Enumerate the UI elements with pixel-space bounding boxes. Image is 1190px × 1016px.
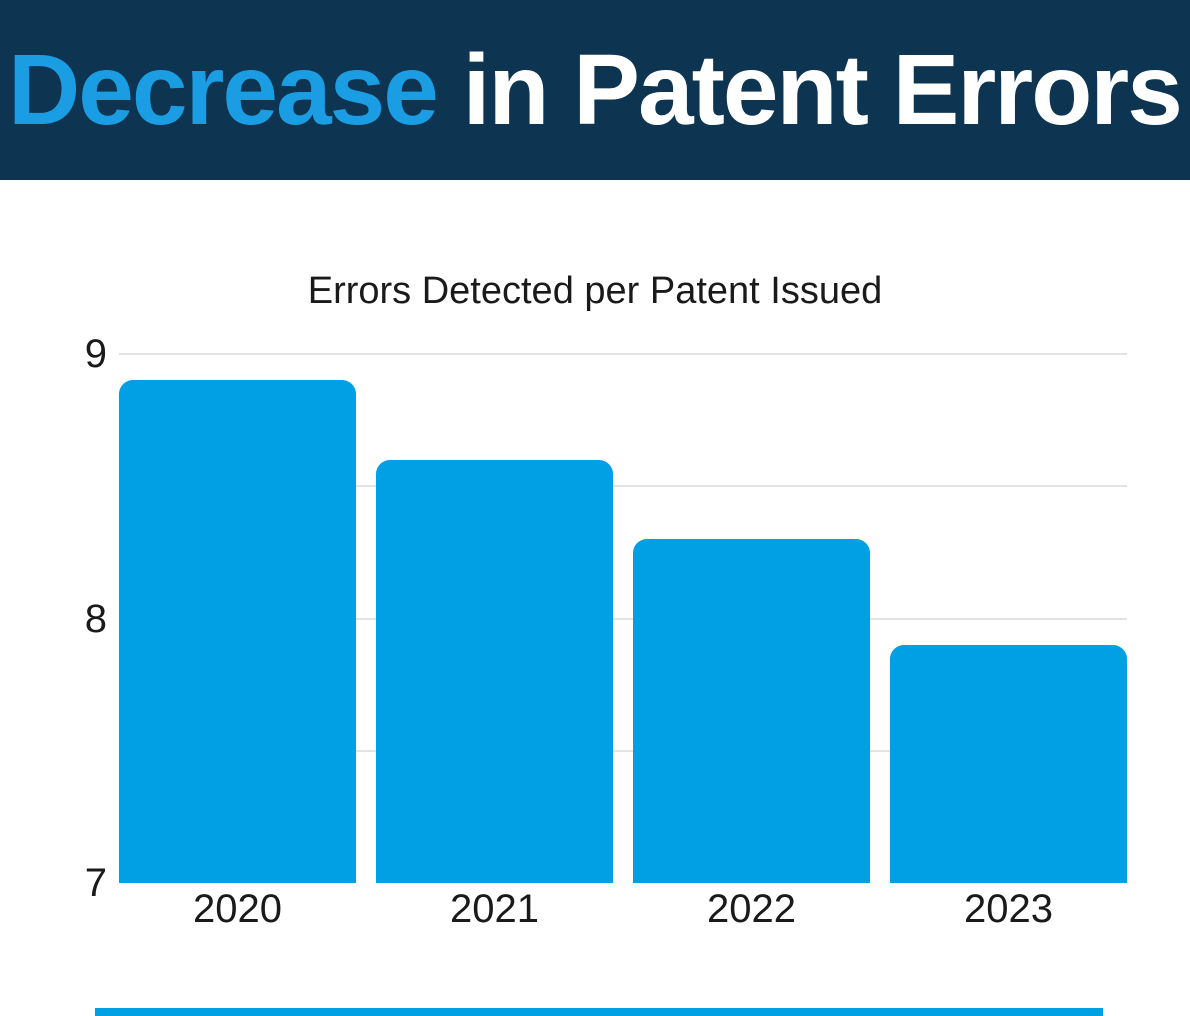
page-title-accent: Decrease <box>8 34 439 146</box>
chart-title: Errors Detected per Patent Issued <box>307 270 883 312</box>
bar-chart-plot: 9 8 7 2020 2021 2022 2023 <box>85 334 1127 929</box>
gridline-9 <box>119 353 1127 355</box>
x-axis-label-2023: 2023 <box>964 887 1053 931</box>
x-axis-label-2022: 2022 <box>707 887 796 931</box>
gridline-8 <box>119 617 1127 620</box>
bar-2023 <box>890 644 1127 883</box>
y-axis-tick-7: 7 <box>84 861 107 905</box>
gridline-7.5 <box>119 749 1127 752</box>
page-title: Decrease in Patent Errors <box>8 40 1183 140</box>
x-axis-label-2020: 2020 <box>193 887 282 931</box>
x-axis-label-2021: 2021 <box>450 887 539 931</box>
header-banner: Decrease in Patent Errors <box>0 0 1190 180</box>
bar-2020 <box>119 380 356 883</box>
page-title-rest: in Patent Errors <box>436 34 1183 146</box>
bar-2021 <box>376 459 613 883</box>
y-axis-tick-8: 8 <box>84 596 107 641</box>
gridline-8.5 <box>119 485 1127 488</box>
footer-accent-bar <box>95 1008 1103 1016</box>
bar-2022 <box>633 539 870 883</box>
y-axis-tick-9: 9 <box>84 332 107 376</box>
